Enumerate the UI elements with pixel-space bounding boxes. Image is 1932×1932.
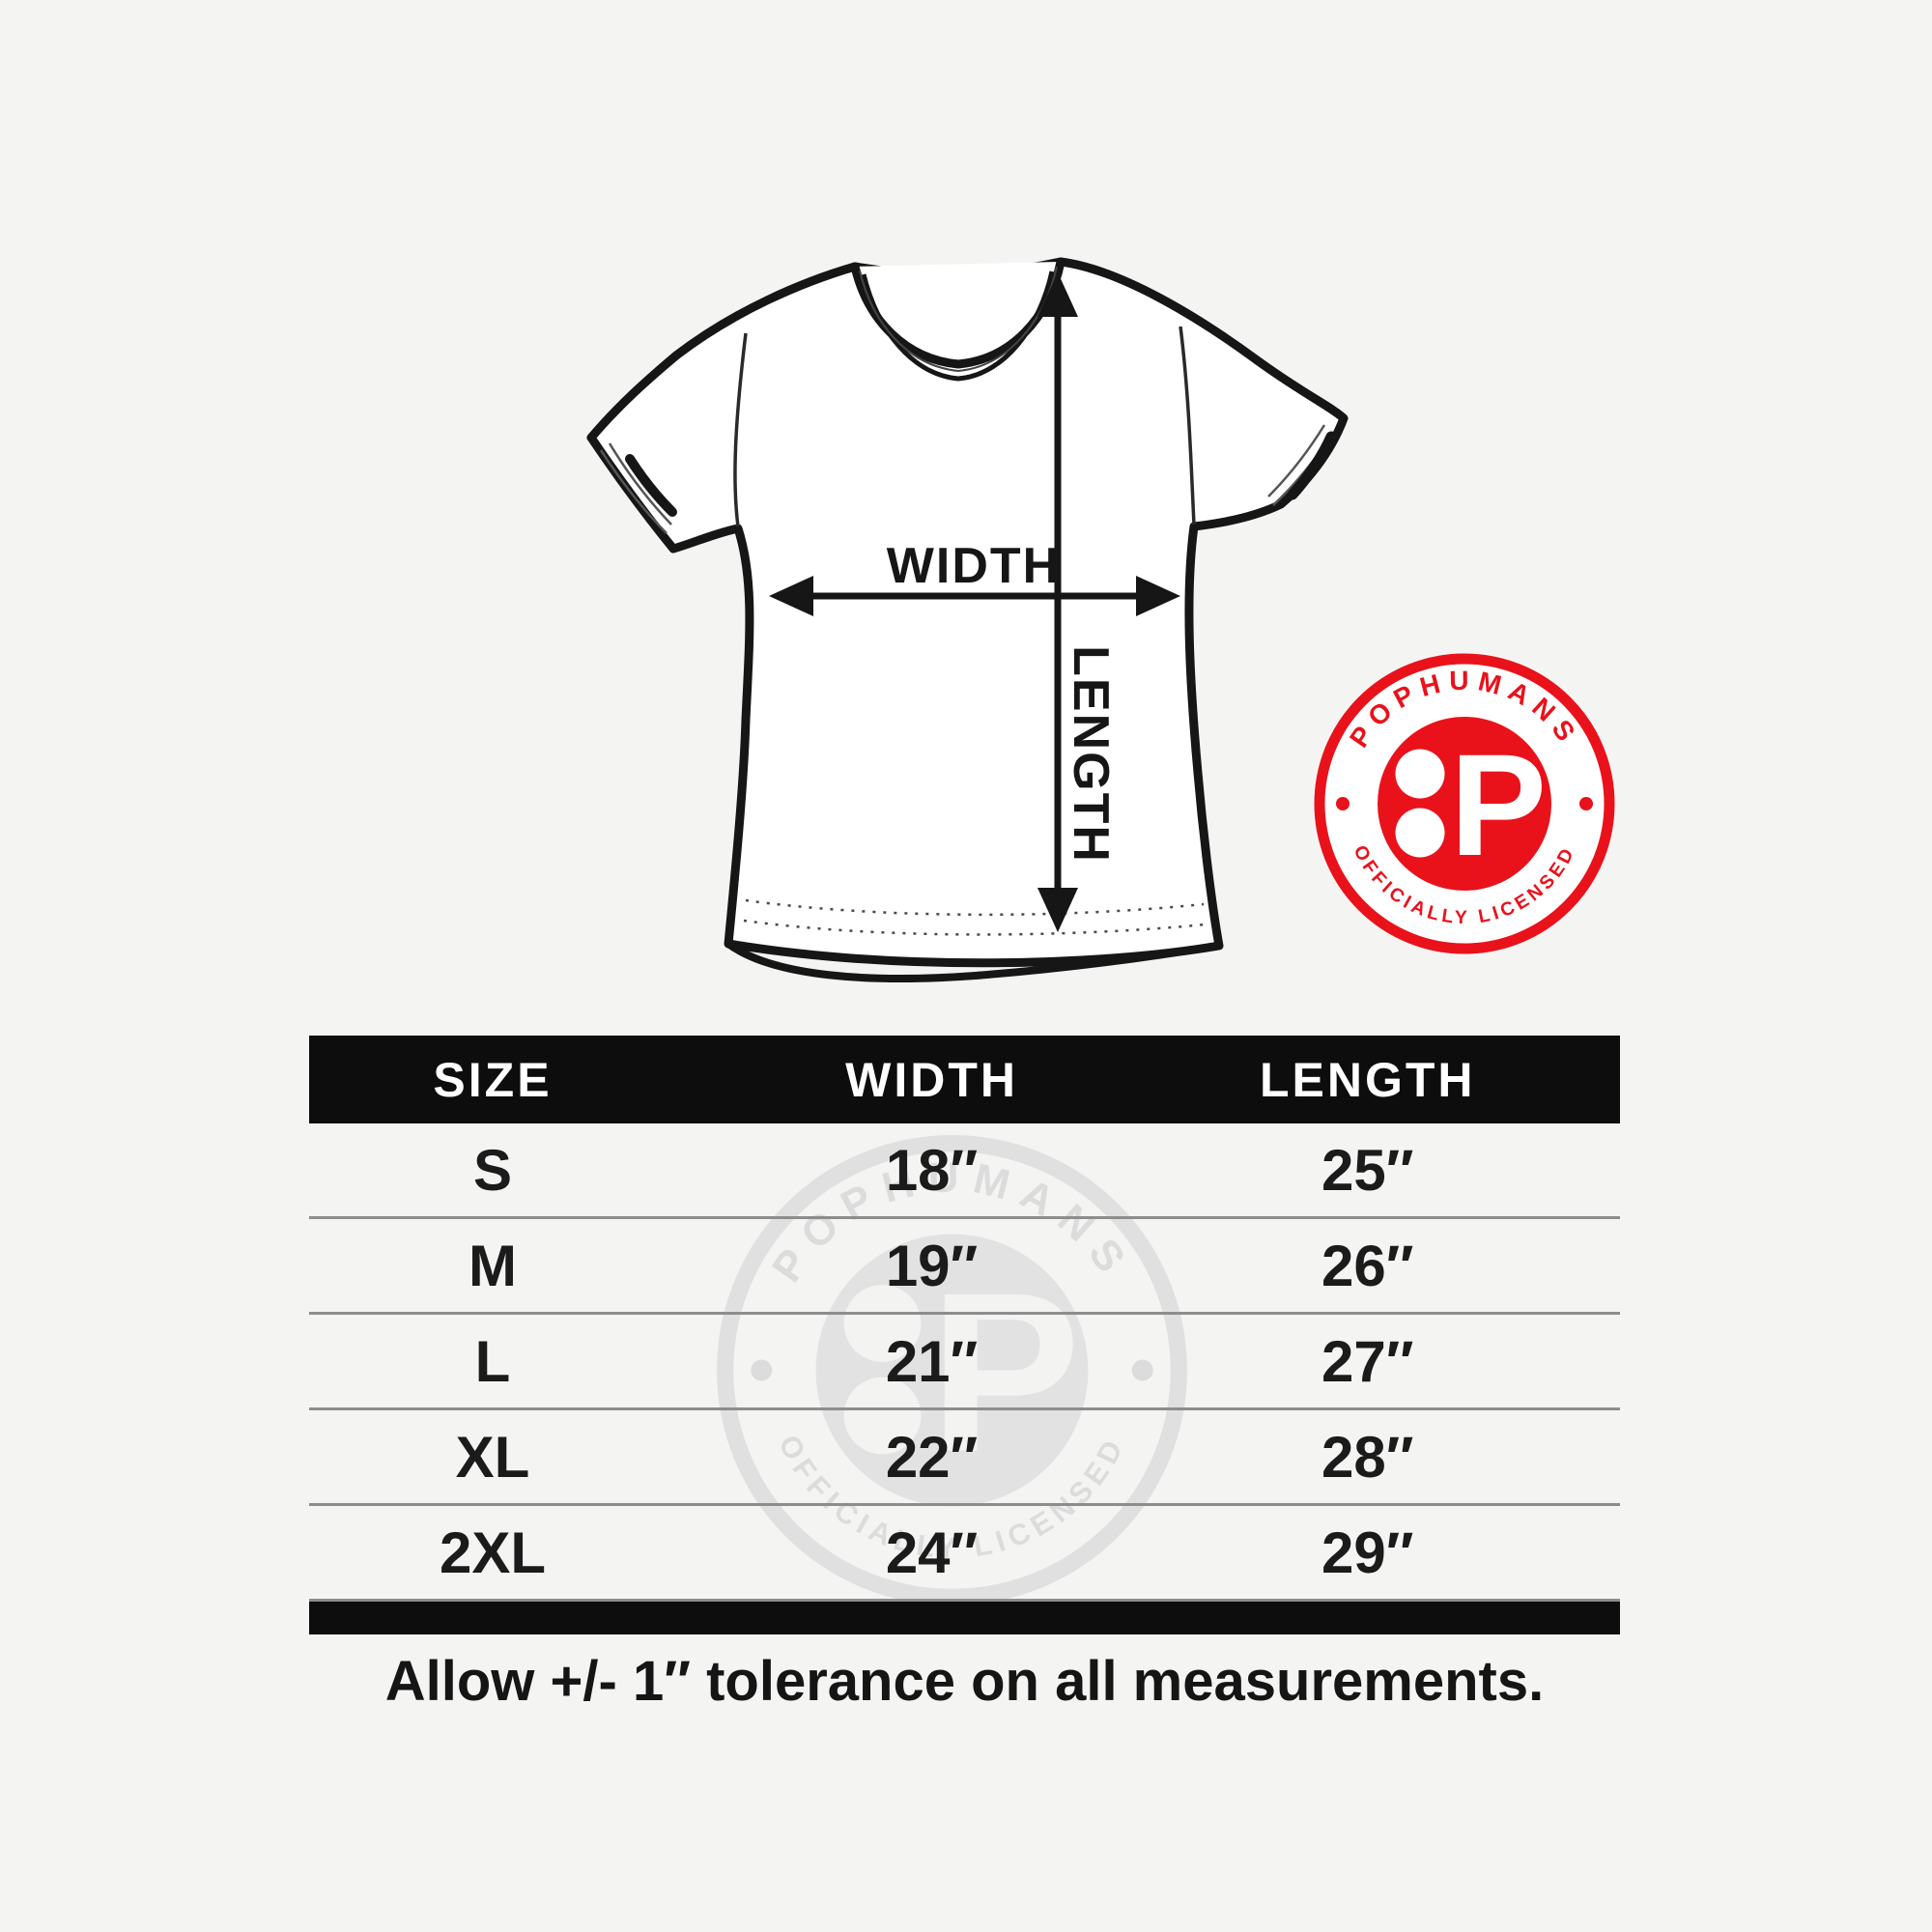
size-cell: M (468, 1233, 517, 1298)
header-size: SIZE (433, 1052, 553, 1107)
size-cell: XL (455, 1424, 530, 1490)
table-row-l: L 21″ 27″ (309, 1315, 1620, 1410)
length-cell: 26″ (1321, 1233, 1414, 1298)
size-cell: 2XL (439, 1520, 546, 1585)
width-cell: 18″ (885, 1137, 979, 1203)
size-cell: L (474, 1328, 511, 1394)
badge-logo-dot-bottom (1395, 808, 1445, 858)
watermark-left-dot (751, 1359, 773, 1381)
watermark-outer-ring (717, 1135, 1187, 1605)
right-cuff-fold (1287, 431, 1337, 500)
badge-left-dot (1336, 797, 1350, 810)
hem-stitch (743, 898, 1207, 936)
length-cell: 29″ (1321, 1520, 1414, 1585)
width-cell: 22″ (885, 1424, 979, 1490)
watermark-right-dot (1131, 1359, 1153, 1381)
header-length: LENGTH (1259, 1052, 1476, 1107)
right-armhole-seam (1179, 326, 1196, 526)
width-cell: 21″ (885, 1328, 979, 1394)
left-cuff-fold (625, 454, 677, 517)
table-row-xl: XL 22″ 28″ (309, 1410, 1620, 1506)
hem-fold (724, 940, 1222, 982)
length-arrow-label: LENGTH (1063, 645, 1119, 864)
width-arrow (769, 576, 1180, 616)
watermark-logo-letter: P (929, 1244, 1081, 1498)
width-cell: 24″ (885, 1520, 979, 1585)
tshirt-diagram: WIDTH LENGTH (586, 257, 1349, 982)
tolerance-note: Allow +/- 1″ tolerance on all measuremen… (384, 1650, 1545, 1713)
size-table-header: SIZE WIDTH LENGTH (309, 1036, 1620, 1123)
size-table: SIZE WIDTH LENGTH S 18″ 25″ M 19″ 26″ L … (309, 1036, 1620, 1634)
header-width: WIDTH (845, 1052, 1018, 1107)
licensed-badge: POPHUMANS OFFICIALLY LICENSED P (1314, 653, 1615, 954)
watermark-badge: POPHUMANS OFFICIALLY LICENSED P (717, 1135, 1187, 1605)
size-cell: S (472, 1137, 512, 1203)
length-cell: 28″ (1321, 1424, 1414, 1490)
badge-logo-letter: P (1450, 724, 1547, 886)
table-row-s: S 18″ 25″ (309, 1123, 1620, 1219)
length-cell: 27″ (1321, 1328, 1414, 1394)
watermark-logo-dot-bottom (843, 1377, 922, 1455)
width-cell: 19″ (885, 1233, 979, 1298)
badge-right-dot (1579, 797, 1593, 810)
badge-logo-dot-top (1395, 749, 1445, 799)
table-row-m: M 19″ 26″ (309, 1219, 1620, 1315)
table-bottom-bar (309, 1602, 1620, 1634)
watermark-logo-dot-top (843, 1285, 922, 1362)
width-arrow-label: WIDTH (887, 538, 1061, 594)
length-cell: 25″ (1321, 1137, 1414, 1203)
table-row-2xl: 2XL 24″ 29″ (309, 1506, 1620, 1602)
length-arrow (1037, 272, 1078, 932)
left-cuff-stitch (599, 442, 672, 534)
left-armhole-seam (733, 332, 748, 527)
